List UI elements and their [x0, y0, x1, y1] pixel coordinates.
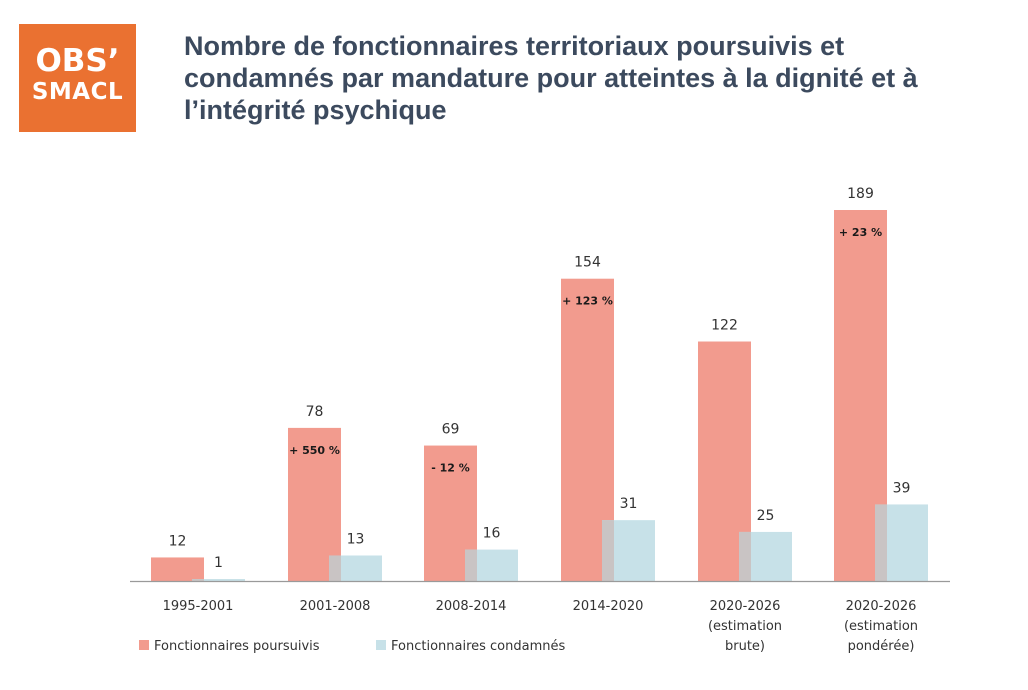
x-tick-label: 2014-2020 [573, 599, 644, 614]
x-tick-label: brute) [725, 639, 765, 654]
value-label-condamnes: 16 [483, 526, 501, 542]
value-label-condamnes: 13 [347, 531, 365, 547]
value-label-poursuivis: 69 [442, 422, 460, 438]
value-label-poursuivis: 154 [574, 255, 601, 271]
value-label-poursuivis: 78 [306, 404, 324, 420]
legend-swatch-poursuivis [139, 640, 149, 650]
value-label-condamnes: 39 [893, 480, 911, 496]
legend-swatch-condamnes [376, 640, 386, 650]
chart-title: Nombre de fonctionnaires territoriaux po… [184, 31, 918, 125]
legend-label-condamnes: Fonctionnaires condamnés [391, 639, 565, 654]
value-label-condamnes: 31 [620, 496, 638, 512]
x-tick-label: 2008-2014 [436, 599, 507, 614]
obs-smacl-logo: OBS’ SMACL [19, 24, 136, 132]
bar-overlap [739, 531, 751, 581]
growth-annotation: + 23 % [839, 226, 882, 239]
bar-condamnes [192, 579, 245, 581]
value-label-condamnes: 1 [214, 555, 223, 571]
bar-overlap [192, 579, 204, 581]
growth-annotation: - 12 % [431, 462, 470, 475]
bar-overlap [465, 549, 477, 581]
x-tick-label: 2020-2026 [846, 599, 917, 614]
x-tick-label: pondérée) [848, 639, 915, 654]
x-tick-label: 2001-2008 [300, 599, 371, 614]
bar-overlap [875, 504, 887, 581]
x-tick-label: 2020-2026 [710, 599, 781, 614]
value-label-poursuivis: 12 [169, 533, 187, 549]
logo-line-2: SMACL [31, 79, 124, 105]
bar-poursuivis [151, 557, 204, 581]
legend-label-poursuivis: Fonctionnaires poursuivis [154, 639, 320, 654]
growth-annotation: + 123 % [562, 295, 613, 308]
bar-overlap [602, 520, 614, 581]
value-label-condamnes: 25 [757, 508, 775, 524]
x-tick-label: (estimation [708, 619, 782, 634]
x-tick-label: 1995-2001 [163, 599, 234, 614]
growth-annotation: + 550 % [289, 444, 340, 457]
value-label-poursuivis: 122 [711, 318, 738, 334]
logo-line-1: OBS’ [35, 43, 120, 79]
value-label-poursuivis: 189 [847, 186, 874, 202]
x-tick-label: (estimation [844, 619, 918, 634]
bar-overlap [329, 555, 341, 581]
